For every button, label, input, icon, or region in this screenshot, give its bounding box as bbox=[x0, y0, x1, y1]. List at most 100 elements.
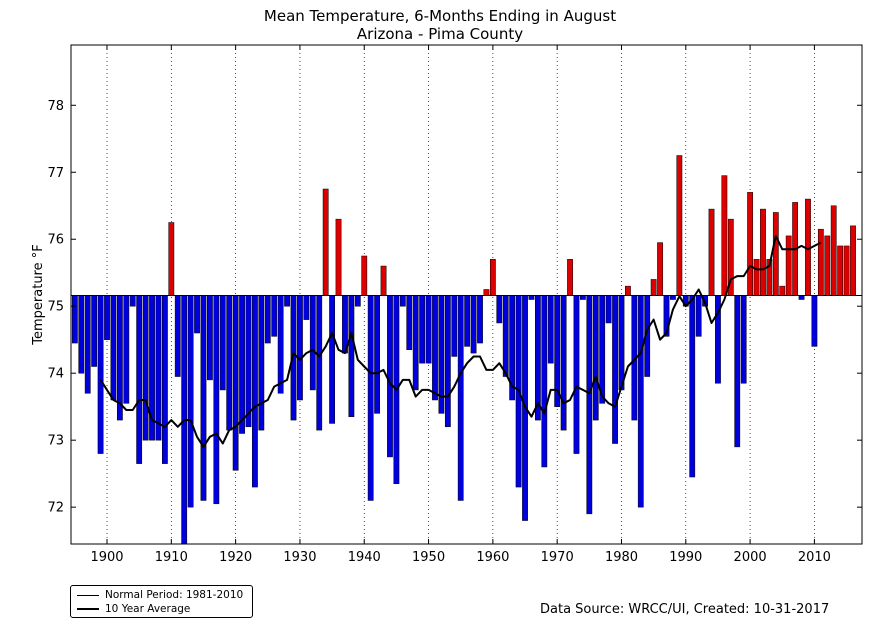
bar-2001 bbox=[753, 259, 760, 296]
bar-1992 bbox=[695, 295, 702, 337]
bar-1998 bbox=[734, 295, 741, 448]
bar-1921 bbox=[239, 295, 245, 434]
bar-1985 bbox=[650, 279, 657, 296]
bar-1898 bbox=[91, 295, 98, 367]
bar-2008 bbox=[798, 295, 805, 300]
bar-1919 bbox=[226, 295, 233, 431]
bar-1939 bbox=[354, 295, 361, 307]
bar-1948 bbox=[412, 295, 419, 391]
bar-1926 bbox=[271, 295, 278, 337]
bar-1897 bbox=[84, 295, 91, 394]
bar-1896 bbox=[78, 295, 85, 374]
y-tick-label: 75 bbox=[47, 300, 64, 315]
bar-1933 bbox=[316, 295, 323, 431]
bar-1924 bbox=[258, 295, 265, 431]
bar-1980 bbox=[618, 295, 625, 391]
x-tick-label: 1910 bbox=[155, 550, 188, 565]
y-tick-label: 73 bbox=[47, 434, 64, 449]
bar-1949 bbox=[419, 295, 426, 364]
bar-1931 bbox=[303, 295, 310, 320]
bar-1900 bbox=[104, 295, 110, 340]
legend-line-thick bbox=[77, 608, 99, 610]
bar-1936 bbox=[335, 218, 342, 296]
legend-line-thin bbox=[77, 594, 99, 596]
y-tick-label: 77 bbox=[47, 166, 64, 181]
ten-year-average-line bbox=[99, 234, 822, 448]
bar-1988 bbox=[670, 295, 676, 300]
chart-title: Mean Temperature, 6-Months Ending in Aug… bbox=[263, 7, 617, 25]
bar-2006 bbox=[785, 235, 792, 296]
bar-1975 bbox=[586, 295, 593, 515]
bar-1927 bbox=[277, 295, 284, 394]
bar-1956 bbox=[464, 295, 471, 347]
bar-2002 bbox=[760, 208, 766, 296]
bar-1917 bbox=[213, 295, 220, 505]
bar-1999 bbox=[740, 295, 747, 384]
bar-1944 bbox=[387, 295, 393, 458]
legend-label-normal: Normal Period: 1981-2010 bbox=[105, 589, 244, 601]
x-tick-label: 2000 bbox=[734, 550, 767, 565]
bar-1943 bbox=[380, 265, 387, 296]
bar-2016 bbox=[850, 225, 856, 296]
bar-1983 bbox=[637, 295, 644, 508]
bar-2014 bbox=[837, 245, 844, 296]
bar-1905 bbox=[136, 295, 143, 464]
bar-1942 bbox=[374, 295, 380, 414]
bar-2010 bbox=[811, 295, 818, 347]
bar-1950 bbox=[425, 295, 432, 364]
bar-1941 bbox=[367, 295, 374, 501]
bar-1972 bbox=[567, 259, 573, 296]
x-tick-label: 1990 bbox=[669, 550, 702, 565]
bar-1930 bbox=[297, 295, 303, 401]
bar-1977 bbox=[599, 295, 606, 404]
bar-1994 bbox=[708, 208, 715, 296]
bar-2015 bbox=[843, 245, 850, 296]
bar-1962 bbox=[502, 295, 509, 377]
bar-1976 bbox=[592, 295, 599, 421]
bar-1913 bbox=[187, 295, 194, 508]
x-tick-label: 1920 bbox=[219, 550, 252, 565]
bar-1974 bbox=[580, 295, 586, 300]
bar-1958 bbox=[477, 295, 483, 344]
y-tick-label: 76 bbox=[47, 233, 64, 248]
bar-1914 bbox=[194, 295, 200, 334]
bar-1935 bbox=[329, 295, 335, 424]
bar-1969 bbox=[547, 295, 554, 364]
bar-1906 bbox=[142, 295, 149, 441]
bar-1971 bbox=[560, 295, 567, 431]
bar-1947 bbox=[406, 295, 413, 351]
y-tick-label: 78 bbox=[47, 99, 64, 114]
bar-1915 bbox=[200, 295, 207, 501]
bar-1967 bbox=[534, 295, 541, 421]
bar-1973 bbox=[573, 295, 580, 454]
bar-1920 bbox=[232, 295, 239, 471]
bar-1928 bbox=[284, 295, 290, 307]
chart-subtitle: Arizona - Pima County bbox=[356, 25, 524, 43]
bar-1959 bbox=[483, 289, 490, 296]
x-tick-label: 2010 bbox=[798, 550, 831, 565]
bar-1960 bbox=[489, 259, 496, 296]
bar-1910 bbox=[168, 222, 175, 296]
bar-1978 bbox=[605, 295, 612, 324]
bar-1996 bbox=[721, 175, 728, 296]
x-tick-label: 1900 bbox=[90, 550, 123, 565]
bar-1946 bbox=[399, 295, 406, 307]
bar-2004 bbox=[772, 212, 779, 296]
x-tick-label: 1960 bbox=[476, 550, 509, 565]
bar-1916 bbox=[207, 295, 213, 381]
bar-1979 bbox=[612, 295, 618, 444]
bar-1957 bbox=[470, 295, 477, 354]
legend: Normal Period: 1981-2010 10 Year Average bbox=[70, 585, 253, 618]
bar-2005 bbox=[779, 285, 786, 296]
bar-2011 bbox=[817, 228, 824, 296]
bar-1918 bbox=[219, 295, 226, 391]
bar-1925 bbox=[264, 295, 271, 344]
legend-label-average: 10 Year Average bbox=[105, 603, 191, 615]
x-tick-label: 1970 bbox=[541, 550, 574, 565]
bar-1951 bbox=[432, 295, 438, 401]
bar-2000 bbox=[747, 192, 753, 296]
bar-1940 bbox=[361, 255, 368, 296]
bar-1986 bbox=[657, 242, 663, 296]
bar-1932 bbox=[309, 295, 316, 391]
